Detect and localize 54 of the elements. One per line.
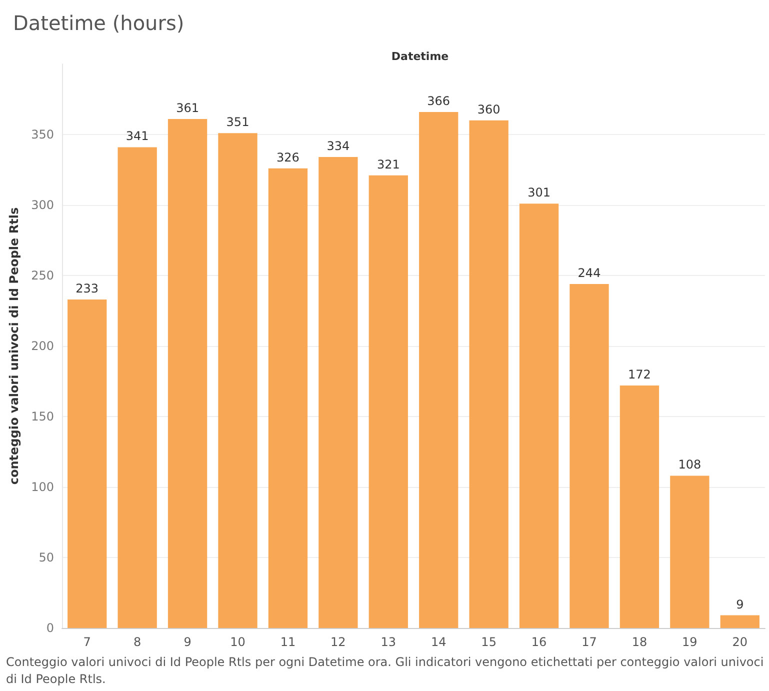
- x-tick-label: 12: [330, 635, 346, 649]
- bar: [670, 476, 710, 628]
- x-axis-title: Datetime: [391, 50, 449, 63]
- data-label: 233: [76, 281, 99, 296]
- data-label: 360: [477, 102, 500, 116]
- bar: [570, 284, 609, 628]
- bar: [118, 147, 157, 628]
- x-tick-label: 8: [134, 635, 142, 649]
- y-tick-label: 200: [31, 339, 54, 353]
- x-tick-label: 16: [531, 635, 547, 649]
- bar: [469, 120, 508, 628]
- bar: [720, 615, 760, 628]
- data-label: 244: [578, 266, 601, 280]
- y-tick-label: 100: [31, 480, 54, 494]
- x-tick-label: 13: [380, 635, 396, 649]
- bar: [268, 168, 308, 628]
- data-label: 341: [126, 129, 149, 144]
- data-label: 351: [226, 115, 250, 130]
- bar: [620, 385, 660, 628]
- data-label: 334: [326, 139, 350, 154]
- x-tick-label: 10: [230, 635, 246, 649]
- bar: [68, 299, 107, 628]
- x-tick-label: 11: [280, 635, 296, 649]
- y-axis-title: conteggio valori univoci di Id People Rtls: [7, 207, 21, 485]
- x-tick-label: 14: [430, 635, 446, 649]
- data-label: 361: [176, 100, 199, 115]
- data-label: 108: [678, 458, 702, 472]
- data-label: 321: [376, 157, 400, 172]
- x-tick-label: 7: [83, 635, 91, 649]
- data-label: 301: [528, 186, 550, 200]
- data-label: 366: [427, 94, 450, 108]
- y-tick-label: 150: [31, 410, 54, 424]
- x-tick-label: 18: [632, 635, 648, 649]
- y-tick-label: 300: [31, 198, 54, 212]
- data-label: 172: [628, 367, 651, 382]
- y-tick-label: 350: [31, 128, 54, 142]
- bar: [168, 118, 208, 628]
- text: Conteggio valori univoci di Id People Rtls per ogni Datetime ora. Gli indicatori vengono etichettati per conteggio valori univoci di Id People Rtls.: [6, 654, 765, 688]
- y-tick-label: 250: [31, 268, 54, 282]
- data-label: 9: [736, 597, 744, 612]
- x-tick-label: 15: [481, 635, 496, 649]
- data-label: 326: [276, 150, 300, 164]
- y-tick-label: 0: [46, 621, 54, 635]
- bar: [368, 175, 408, 628]
- y-tick-label: 50: [38, 550, 54, 564]
- bar: [519, 204, 559, 628]
- chart-title: Datetime (hours): [13, 11, 184, 35]
- bar: [218, 133, 258, 628]
- x-tick-label: 9: [184, 635, 192, 649]
- bar: [419, 112, 458, 628]
- x-tick-label: 19: [682, 635, 698, 649]
- x-tick-label: 17: [582, 635, 597, 649]
- x-tick-label: 20: [732, 635, 748, 649]
- bar: [318, 157, 358, 628]
